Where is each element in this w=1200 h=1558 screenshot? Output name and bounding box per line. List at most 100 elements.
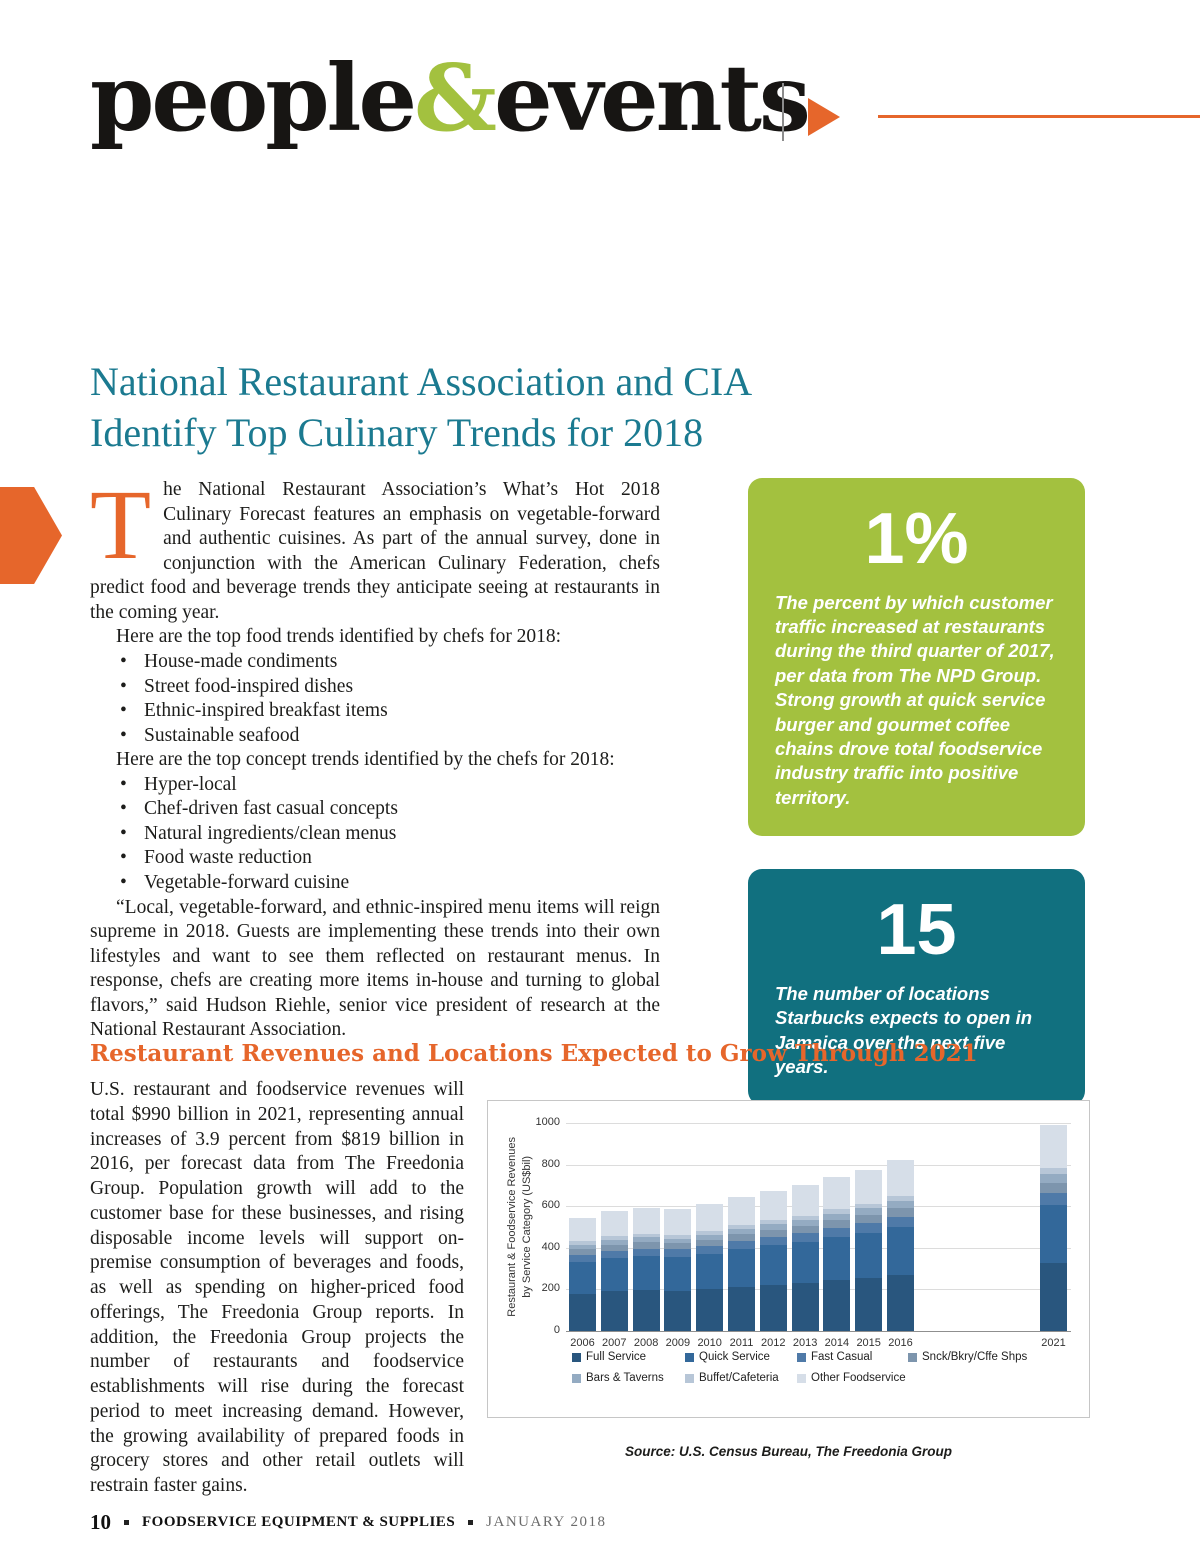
x-axis-tick-label: 2021	[1041, 1337, 1066, 1349]
bar-segment	[569, 1249, 596, 1255]
bar-segment	[569, 1254, 596, 1262]
legend-swatch-icon	[797, 1352, 806, 1362]
bar-segment	[823, 1227, 851, 1238]
bar-segment	[600, 1239, 628, 1245]
bar-segment	[791, 1233, 819, 1243]
food-trends-list: House-made condimentsStreet food-inspire…	[120, 650, 660, 748]
section-heading: Restaurant Revenues and Locations Expect…	[90, 1040, 978, 1067]
bar-segment	[887, 1160, 914, 1197]
x-axis-tick-label: 2006	[570, 1337, 595, 1349]
bar-segment	[696, 1253, 724, 1290]
bar-segment	[791, 1282, 819, 1331]
bar-segment	[1040, 1262, 1067, 1331]
x-axis-tick-label: 2009	[665, 1337, 691, 1349]
bar-segment	[823, 1209, 851, 1214]
y-axis-tick-label: 1000	[535, 1116, 560, 1128]
stat-caption-traffic: The percent by which customer traffic in…	[775, 591, 1055, 808]
bar-segment	[887, 1274, 914, 1331]
bar-segment	[600, 1250, 628, 1258]
bar-segment	[855, 1208, 883, 1215]
stat-caption-starbucks: The number of locations Starbucks expect…	[775, 982, 1033, 1078]
bar-segment	[600, 1244, 628, 1251]
bar-segment	[664, 1209, 692, 1236]
chart-panel: Restaurant & Foodservice Revenues by Ser…	[487, 1100, 1090, 1418]
legend-label: Quick Service	[699, 1351, 770, 1363]
trend-bullet-item: Sustainable seafood	[120, 724, 660, 749]
bar-segment	[823, 1237, 851, 1281]
bar-segment	[728, 1228, 755, 1235]
margin-arrow-icon	[0, 487, 62, 584]
x-axis-tick-label: 2007	[602, 1337, 627, 1349]
x-axis-tick-label: 2012	[761, 1337, 786, 1349]
bar-segment	[728, 1286, 755, 1331]
legend-item: Buffet/Cafeteria	[685, 1372, 797, 1384]
bar-segment	[759, 1219, 787, 1225]
legend-label: Fast Casual	[811, 1351, 873, 1363]
lead-paragraph-text: he National Restaurant Association’s Wha…	[90, 479, 660, 623]
masthead-divider-line	[782, 83, 784, 141]
bar-segment	[569, 1261, 596, 1294]
y-axis-tick-label: 600	[541, 1199, 560, 1212]
stat-sidebar: 1% The percent by which customer traffic…	[748, 478, 1085, 1138]
legend-swatch-icon	[685, 1373, 694, 1383]
bar-segment	[664, 1235, 692, 1239]
masthead-ampersand: &	[414, 44, 497, 152]
bar-segment	[759, 1190, 787, 1220]
chart-plot: 0 200 400 600 800 1000 2006 2007 2008 2009 2010 201…	[536, 1116, 1071, 1349]
legend-swatch-icon	[797, 1373, 806, 1383]
article-title: National Restaurant Association and CIA …	[90, 356, 1010, 458]
bar-segment	[855, 1214, 883, 1223]
bar-segment	[664, 1243, 692, 1250]
separator-square-icon	[468, 1520, 474, 1525]
food-trends-intro: Here are the top food trends identified …	[116, 626, 562, 648]
bar-segment	[791, 1226, 819, 1234]
legend-label: Other Foodservice	[811, 1372, 906, 1384]
bar-segment	[759, 1245, 787, 1285]
page-footer: 10 FOODSERVICE EQUIPMENT & SUPPLIES JANU…	[90, 1510, 607, 1535]
y-axis-tick-label: 0	[553, 1324, 560, 1336]
bar-segment	[632, 1242, 660, 1249]
bar-segment	[696, 1230, 724, 1235]
legend-swatch-icon	[685, 1352, 694, 1362]
bar-segment	[791, 1216, 819, 1221]
trend-bullet-item: Vegetable-forward cuisine	[120, 871, 660, 896]
magazine-name: FOODSERVICE EQUIPMENT & SUPPLIES	[142, 1514, 456, 1530]
legend-label: Snck/Bkry/Cffe Shps	[922, 1351, 1028, 1363]
chart-gridline	[566, 1123, 1071, 1124]
bar-segment	[1040, 1168, 1067, 1175]
legend-swatch-icon	[572, 1373, 581, 1383]
bar-segment	[759, 1284, 787, 1331]
bar-segment	[632, 1290, 660, 1331]
bar-segment	[632, 1256, 660, 1291]
bar-segment	[728, 1234, 755, 1241]
masthead-arrow-icon	[808, 98, 840, 136]
trend-bullet-item: Street food-inspired dishes	[120, 675, 660, 700]
bar-segment	[791, 1185, 819, 1216]
stat-value-traffic: 1%	[864, 499, 969, 579]
bar-segment	[600, 1258, 628, 1292]
stat-value-starbucks: 15	[876, 890, 957, 971]
bar-segment	[664, 1290, 692, 1331]
chart-source: Source: U.S. Census Bureau, The Freedoni…	[624, 1444, 953, 1459]
stat-box-traffic: 1% The percent by which customer traffic…	[748, 478, 1085, 837]
chart-y-axis-title-text: Restaurant & Foodservice Revenues by Ser…	[506, 1137, 533, 1317]
bar-segment	[855, 1169, 883, 1204]
bar-segment	[759, 1236, 787, 1246]
chart-gridline	[566, 1164, 1071, 1166]
x-axis-tick-label: 2011	[729, 1337, 754, 1349]
bar-segment	[600, 1211, 628, 1237]
bar-segment	[823, 1213, 851, 1221]
article-title-line2: Identify Top Culinary Trends for 2018	[90, 410, 704, 456]
trend-bullet-item: Natural ingredients/clean menus	[120, 822, 660, 847]
bar-segment	[887, 1208, 914, 1217]
bar-segment	[1040, 1182, 1067, 1194]
masthead-title: people&events	[90, 50, 1200, 147]
bar-segment	[632, 1208, 660, 1234]
masthead-word-people: people	[90, 44, 417, 152]
masthead: people&events	[90, 50, 1200, 170]
legend-item: Snck/Bkry/Cffe Shps	[908, 1351, 1027, 1363]
bar-segment	[823, 1220, 851, 1228]
bar-segment	[728, 1249, 755, 1287]
